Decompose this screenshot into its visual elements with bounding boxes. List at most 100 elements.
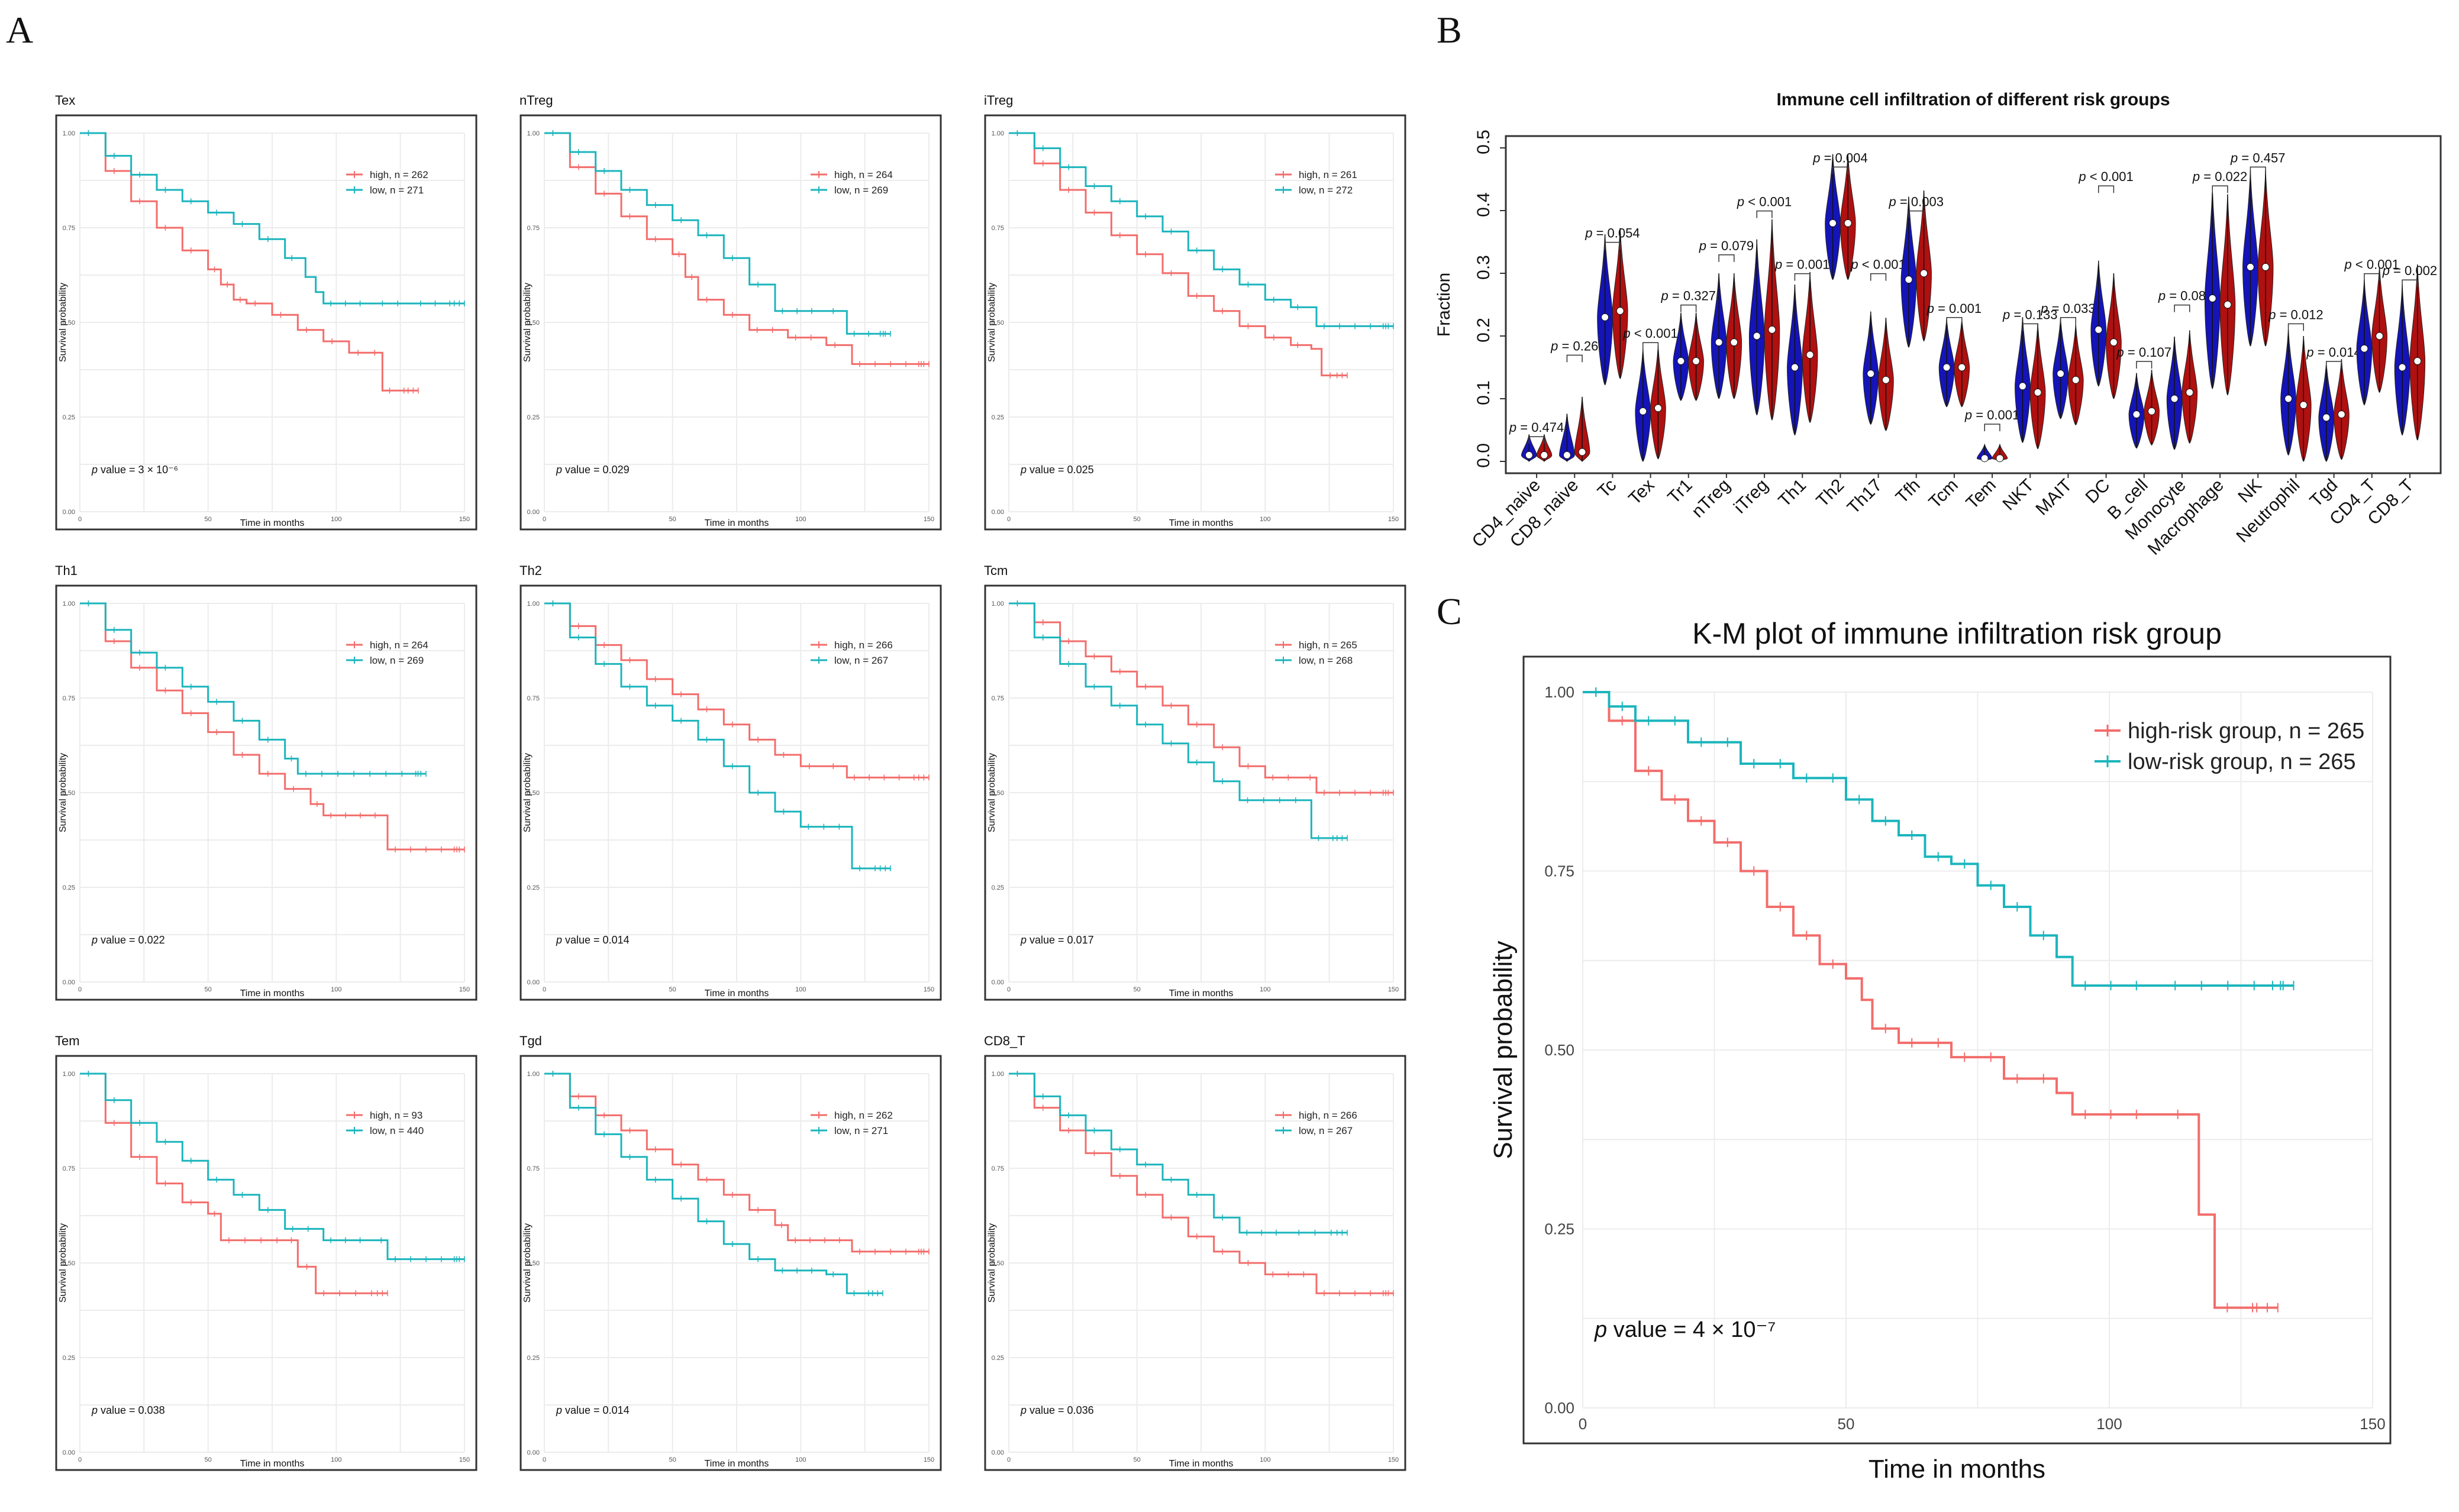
violin-median-low: [2095, 325, 2103, 334]
p-value-text: value = 0.014: [562, 934, 630, 946]
y-tick-label: 0.3: [1474, 255, 1493, 280]
y-tick-label: 0.50: [63, 790, 75, 797]
y-tick-label: 0.75: [992, 695, 1004, 702]
km-plot-tcm: 0.00 0.25 0.50 0.75 1.00 0 50 100 150 Time in mon…: [984, 563, 1406, 1001]
x-tick-label: 100: [331, 986, 341, 993]
x-axis-label: Time in months: [1169, 518, 1234, 528]
y-tick-label: 1.00: [63, 600, 75, 608]
violin-median-high: [2186, 388, 2194, 396]
x-tick-label-tem: Tem: [1963, 476, 2000, 513]
significance-bracket: [2060, 317, 2076, 325]
p-value: p value = 0.029: [556, 464, 630, 476]
violin-median-high: [1920, 269, 1928, 277]
violin-median-low: [2132, 411, 2141, 418]
p-value-prefix: p: [1020, 934, 1027, 946]
legend-label-low: low, n = 440: [370, 1125, 424, 1136]
p-value-label: p < 0.001: [2344, 257, 2399, 272]
significance-bracket: [2212, 185, 2228, 193]
x-tick-label: 150: [459, 986, 470, 993]
violin-median-high: [2148, 407, 2156, 415]
plot-frame: [984, 1055, 1406, 1471]
y-tick-label: 0.50: [63, 319, 75, 327]
violin-median-low: [2018, 382, 2026, 390]
y-axis-label: Survival probability: [987, 1223, 997, 1303]
p-value-label: p = 0.133: [2002, 307, 2057, 322]
violin-median-high: [1540, 451, 1548, 459]
km-plot-itreg: 0.00 0.25 0.50 0.75 1.00 0 50 100 150 Time in mon…: [984, 93, 1406, 531]
chart-title: iTreg: [984, 93, 1013, 108]
plot-frame: [1505, 135, 2442, 474]
x-axis-label: Time in months: [240, 988, 305, 999]
y-axis-label: Survival probability: [58, 1223, 68, 1303]
significance-bracket: [1908, 210, 1925, 218]
y-tick-label: 0.25: [992, 414, 1004, 421]
x-axis-label: Time in months: [705, 988, 769, 999]
x-tick-label-nkt: NKT: [1999, 476, 2038, 515]
violin-median-high: [2071, 376, 2080, 384]
y-tick-label: 0.2: [1474, 318, 1493, 343]
p-value-label: p = 0.079: [1699, 238, 1754, 253]
p-value-text: value = 0.025: [1027, 464, 1094, 476]
km-plot-main: 0.00 0.25 0.50 0.75 1.00 0 50 100 150 Time in mon…: [1489, 617, 2392, 1484]
violin-median-high: [1996, 454, 2004, 463]
significance-bracket: [1756, 210, 1773, 218]
violin-median-high: [2413, 357, 2422, 365]
x-tick-label-th1: Th1: [1774, 476, 1810, 511]
p-value-text: value = 0.038: [98, 1404, 165, 1416]
survival-curve-high: [80, 132, 418, 392]
p-value-text: value = 0.036: [1027, 1404, 1094, 1416]
y-tick-label: 0.75: [63, 695, 75, 702]
violin-median-low: [2208, 294, 2216, 302]
violin-median-high: [1616, 307, 1624, 315]
p-value: p value = 0.014: [556, 1404, 630, 1416]
x-tick-label: 50: [669, 1456, 676, 1463]
y-tick-label: 0.50: [527, 319, 540, 327]
significance-bracket: [1946, 317, 1963, 325]
p-value-prefix: p: [1020, 1404, 1027, 1416]
y-tick-label: 0.00: [63, 1449, 75, 1456]
x-tick-label-itreg: iTreg: [1730, 476, 1772, 518]
y-tick-label: 1.00: [527, 600, 540, 608]
survival-curve-low: [544, 602, 890, 870]
violin-median-low: [2170, 395, 2179, 403]
y-tick-label: 0.25: [527, 884, 540, 891]
y-tick-label: 0.75: [992, 225, 1004, 232]
y-tick-label: 0.1: [1474, 380, 1493, 405]
x-tick-label: 50: [669, 986, 676, 993]
plot-frame: [55, 1055, 477, 1471]
p-value-label: p = 0.012: [2268, 307, 2323, 322]
x-axis-label: Time in months: [1869, 1455, 2045, 1484]
significance-bracket: [2098, 185, 2115, 193]
plot-frame: [984, 114, 1406, 531]
x-tick-label-th2: Th2: [1812, 476, 1848, 511]
x-axis-label: Time in months: [240, 1459, 305, 1469]
x-tick-label: 50: [205, 1456, 212, 1463]
y-tick-label: 0.50: [1544, 1041, 1574, 1059]
p-value: p value = 0.025: [1020, 464, 1094, 476]
violin-median-low: [1525, 451, 1533, 459]
legend-label-high: high, n = 266: [1299, 1110, 1357, 1121]
y-tick-label: 0.75: [527, 225, 540, 232]
legend-label-high: high, n = 262: [834, 1110, 893, 1121]
violin-median-low: [2322, 413, 2331, 422]
violin-median-high: [2224, 301, 2232, 309]
x-tick-label-mait: MAIT: [2032, 476, 2076, 519]
y-tick-label: 1.00: [992, 600, 1004, 608]
p-value-label: p = 0.054: [1585, 226, 1640, 241]
y-axis-label: Survival probability: [522, 753, 533, 832]
significance-bracket: [1604, 241, 1621, 250]
significance-bracket: [2174, 304, 2190, 312]
x-tick-label: 0: [78, 516, 82, 523]
y-tick-label: 0.00: [992, 979, 1004, 986]
violin-median-low: [1563, 451, 1571, 459]
legend-label-high: high, n = 264: [834, 169, 893, 180]
significance-bracket: [2022, 323, 2038, 331]
y-tick-label: 0.50: [63, 1260, 75, 1267]
y-axis-label: Survival probability: [987, 283, 997, 362]
x-tick-label: 150: [1388, 1456, 1399, 1463]
significance-bracket: [1794, 273, 1811, 281]
legend-label-low: low, n = 271: [370, 185, 424, 196]
x-tick-label: 100: [2096, 1415, 2122, 1433]
violin-median-high: [2299, 401, 2308, 409]
x-tick-label: 150: [2360, 1415, 2385, 1433]
